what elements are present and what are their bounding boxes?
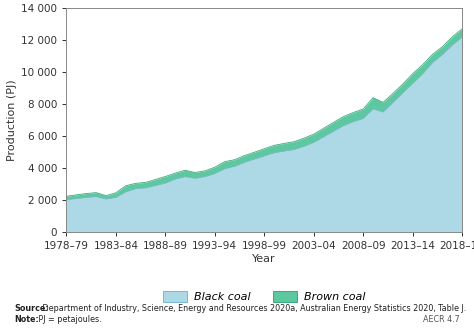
Text: Note:: Note: (14, 315, 39, 324)
Text: Source:: Source: (14, 304, 49, 313)
Text: AECR 4.7: AECR 4.7 (423, 315, 460, 324)
Text: PJ = petajoules.: PJ = petajoules. (36, 315, 101, 324)
X-axis label: Year: Year (253, 254, 276, 263)
Y-axis label: Production (PJ): Production (PJ) (7, 79, 17, 161)
Legend: Black coal, Brown coal: Black coal, Brown coal (158, 286, 370, 307)
Text: Department of Industry, Science, Energy and Resources 2020a, Australian Energy S: Department of Industry, Science, Energy … (40, 304, 466, 313)
